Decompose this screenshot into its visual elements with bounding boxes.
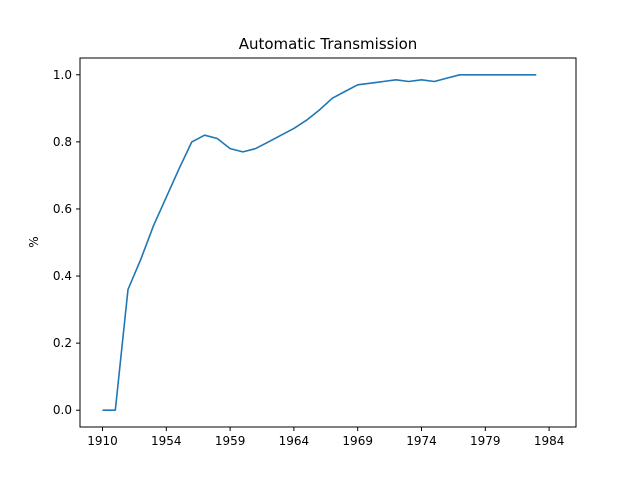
y-tick-label: 1.0 [53, 68, 72, 82]
x-tick-label: 1964 [279, 434, 310, 448]
y-tick-label: 0.8 [53, 135, 72, 149]
y-tick-label: 0.6 [53, 202, 72, 216]
x-tick-label: 1954 [151, 434, 182, 448]
y-tick-label: 0.2 [53, 336, 72, 350]
x-tick-label: 1979 [470, 434, 501, 448]
x-tick-label: 1984 [534, 434, 565, 448]
x-tick-label: 1974 [406, 434, 437, 448]
x-tick-label: 1959 [215, 434, 246, 448]
x-tick-label: 1969 [342, 434, 373, 448]
series-line [102, 74, 537, 412]
y-axis-label: % [27, 236, 41, 247]
y-tick-label: 0.0 [53, 403, 72, 417]
chart-title: Automatic Transmission [239, 35, 418, 53]
y-tick-label: 0.4 [53, 269, 72, 283]
x-tick-label: 1910 [87, 434, 118, 448]
plot-area: 0.0 0.2 0.4 0.6 0.8 1.0 1910 1954 1959 1964 1969 19… [53, 68, 564, 448]
axes-frame [79, 57, 577, 428]
